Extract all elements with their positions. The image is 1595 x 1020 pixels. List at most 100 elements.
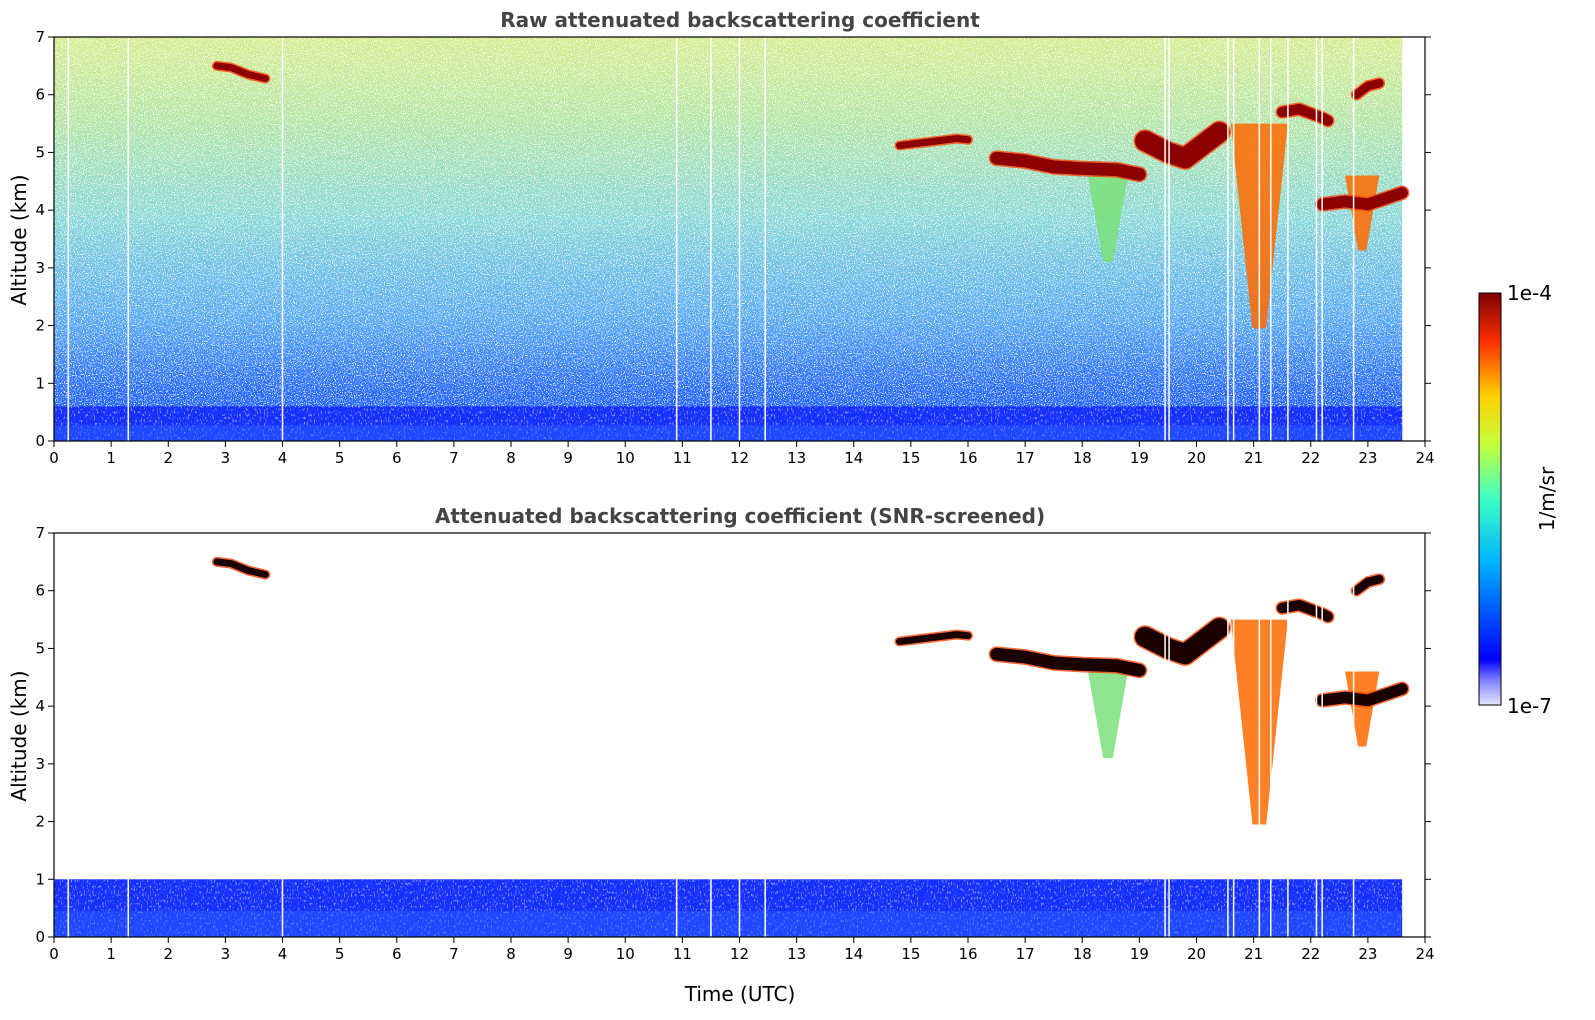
y-tick-label: 7: [35, 28, 45, 46]
x-tick-label: 4: [278, 449, 288, 467]
cloud-layer: [990, 151, 1146, 181]
cloud-layer: [1352, 574, 1384, 596]
precipitation-streak: [1087, 175, 1128, 263]
colorbar-units-label: 1/m/sr: [1535, 466, 1559, 531]
x-tick-label: 11: [673, 945, 692, 963]
colorbar-min-label: 1e-7: [1507, 694, 1552, 718]
x-tick-label: 8: [506, 945, 516, 963]
x-tick-label: 7: [449, 449, 459, 467]
colorbar: 1e-4 1e-7 1/m/sr: [1478, 281, 1559, 718]
x-tick-label: 0: [49, 449, 59, 467]
x-tick-label: 14: [844, 449, 863, 467]
chart-title: Attenuated backscattering coefficient (S…: [435, 504, 1045, 528]
x-tick-label: 13: [787, 945, 806, 963]
x-tick-label: 7: [449, 945, 459, 963]
x-axis: 0 1 2 3 4 5 6 7 8 9 10 11 12 13 14 15 16 17 18 19 20 21 22 23 24: [49, 441, 1435, 467]
y-tick-label: 4: [35, 201, 45, 219]
x-axis-label: Time (UTC): [684, 982, 796, 1006]
x-tick-label: 22: [1301, 945, 1320, 963]
x-tick-label: 18: [1073, 449, 1092, 467]
cloud-layer: [990, 647, 1146, 677]
x-tick-label: 10: [616, 449, 635, 467]
x-tick-label: 6: [392, 945, 402, 963]
x-tick-label: 24: [1415, 945, 1434, 963]
colorbar-gradient: [1478, 292, 1502, 706]
x-tick-label: 8: [506, 449, 516, 467]
cloud-layer: [213, 558, 269, 579]
x-tick-label: 24: [1415, 449, 1434, 467]
x-tick-label: 17: [1016, 945, 1035, 963]
cloud-layer: [1352, 78, 1384, 100]
heatmap-area: [54, 37, 1410, 441]
x-tick-label: 20: [1187, 449, 1206, 467]
heatmap-area: [54, 533, 1410, 937]
y-tick-label: 6: [35, 582, 45, 600]
y-tick-label: 1: [35, 870, 45, 888]
x-tick-label: 9: [563, 945, 573, 963]
y-tick-label: 4: [35, 697, 45, 715]
background-noise: [54, 37, 1403, 441]
cloud-layer: [1134, 618, 1230, 665]
x-tick-label: 15: [901, 449, 920, 467]
y-tick-label: 5: [35, 639, 45, 657]
x-tick-label: 3: [221, 449, 231, 467]
x-tick-label: 1: [106, 945, 116, 963]
x-tick-label: 17: [1016, 449, 1035, 467]
boundary-layer-core: [54, 911, 1403, 937]
x-tick-label: 23: [1358, 945, 1377, 963]
x-tick-label: 11: [673, 449, 692, 467]
y-tick-label: 5: [35, 143, 45, 161]
x-tick-label: 16: [958, 449, 977, 467]
x-tick-label: 12: [730, 945, 749, 963]
x-tick-label: 10: [616, 945, 635, 963]
x-tick-label: 1: [106, 449, 116, 467]
colorbar-max-label: 1e-4: [1507, 281, 1552, 305]
precipitation-streak: [1087, 671, 1128, 759]
y-tick-label: 1: [35, 374, 45, 392]
y-tick-label: 6: [35, 86, 45, 104]
cloud-layer: [1276, 599, 1334, 622]
x-tick-label: 14: [844, 945, 863, 963]
cloud-layer: [1276, 103, 1334, 126]
x-tick-label: 16: [958, 945, 977, 963]
y-tick-label: 2: [35, 317, 45, 335]
x-tick-label: 21: [1244, 449, 1263, 467]
y-tick-label: 0: [35, 432, 45, 450]
y-tick-label: 7: [35, 524, 45, 542]
cloud-layer: [1316, 187, 1408, 211]
x-tick-label: 19: [1130, 449, 1149, 467]
x-tick-label: 2: [163, 449, 173, 467]
y-tick-label: 0: [35, 928, 45, 946]
x-tick-label: 19: [1130, 945, 1149, 963]
chart-title: Raw attenuated backscattering coefficien…: [500, 8, 980, 32]
cloud-layer: [895, 135, 972, 149]
x-tick-label: 21: [1244, 945, 1263, 963]
y-tick-label: 2: [35, 813, 45, 831]
panel-snr-screened-backscatter: Attenuated backscattering coefficient (S…: [7, 504, 1435, 1006]
x-tick-label: 4: [278, 945, 288, 963]
boundary-layer-core: [54, 425, 1403, 441]
x-tick-label: 22: [1301, 449, 1320, 467]
cloud-layer: [1134, 122, 1230, 169]
y-axis-label: Altitude (km): [7, 174, 31, 305]
x-tick-label: 9: [563, 449, 573, 467]
x-tick-label: 23: [1358, 449, 1377, 467]
x-tick-label: 0: [49, 945, 59, 963]
x-tick-label: 20: [1187, 945, 1206, 963]
cloud-layer: [213, 62, 269, 83]
y-axis: 0 1 2 3 4 5 6 7: [35, 524, 1431, 946]
x-tick-label: 5: [335, 449, 345, 467]
x-tick-label: 15: [901, 945, 920, 963]
x-axis: 0 1 2 3 4 5 6 7 8 9 10 11 12 13 14 15 16 17 18 19 20 21 22 23 24: [49, 937, 1435, 963]
panel-raw-backscatter: Raw attenuated backscattering coefficien…: [7, 8, 1435, 467]
y-axis: 0 1 2 3 4 5 6 7: [35, 28, 1431, 450]
x-tick-label: 5: [335, 945, 345, 963]
x-tick-label: 3: [221, 945, 231, 963]
x-tick-label: 12: [730, 449, 749, 467]
x-tick-label: 2: [163, 945, 173, 963]
precipitation-streak: [1345, 671, 1380, 747]
y-axis-label: Altitude (km): [7, 670, 31, 801]
cloud-layer: [895, 631, 972, 645]
x-tick-label: 13: [787, 449, 806, 467]
